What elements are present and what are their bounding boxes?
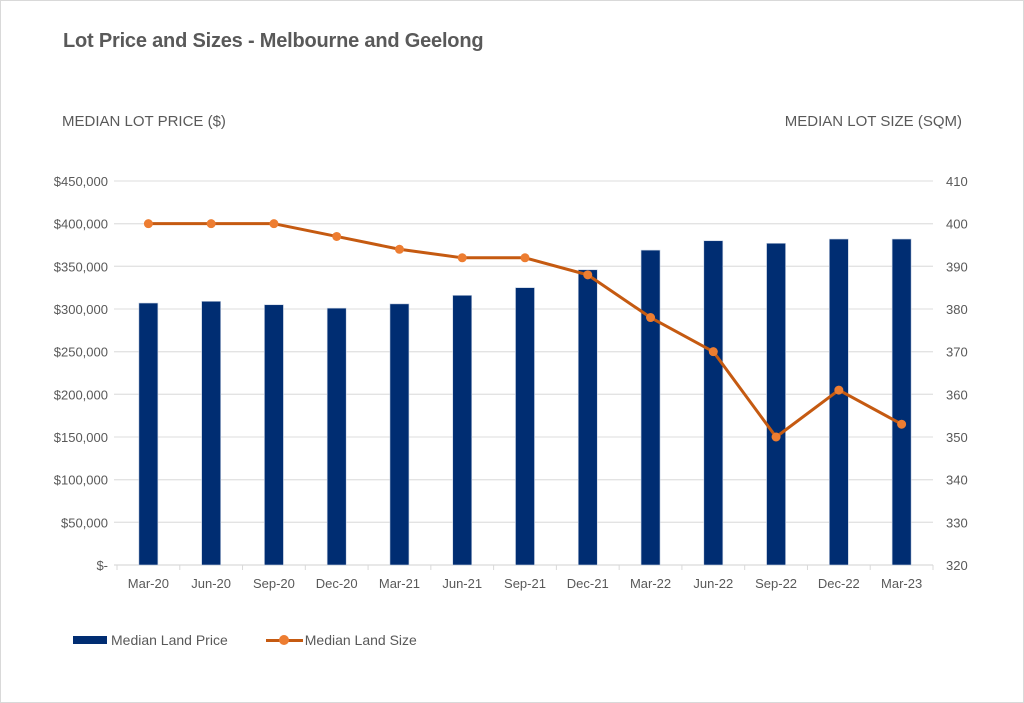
legend-line-swatch (265, 635, 303, 645)
x-tick-label: Jun-20 (191, 576, 231, 591)
line-point (583, 270, 593, 280)
x-tick-label: Mar-23 (881, 576, 922, 591)
bar (515, 287, 535, 566)
x-tick-label: Jun-22 (693, 576, 733, 591)
line-point (332, 231, 342, 241)
right-tick-label: 400 (946, 217, 968, 232)
line-point (708, 347, 718, 357)
right-tick-label: 370 (946, 345, 968, 360)
bar (829, 238, 849, 566)
right-tick-label: 380 (946, 302, 968, 317)
x-tick-label: Mar-21 (379, 576, 420, 591)
line-point (897, 419, 907, 429)
left-tick-label: $- (96, 558, 108, 573)
x-tick-label: Sep-22 (755, 576, 797, 591)
legend: Median Land Price Median Land Size (73, 632, 455, 648)
line-point (143, 219, 153, 229)
bar (389, 303, 410, 566)
right-tick-label: 320 (946, 558, 968, 573)
right-tick-label: 410 (946, 174, 968, 189)
line-point (646, 313, 656, 323)
bar (264, 304, 284, 566)
bar (452, 295, 473, 566)
chart-title: Lot Price and Sizes - Melbourne and Geel… (63, 30, 484, 52)
bar (766, 242, 786, 566)
x-tick-label: Sep-21 (504, 576, 546, 591)
left-tick-label: $300,000 (54, 302, 108, 317)
left-tick-label: $150,000 (54, 430, 108, 445)
left-tick-label: $350,000 (54, 259, 108, 274)
left-axis-title: MEDIAN LOT PRICE ($) (62, 113, 226, 130)
left-tick-label: $200,000 (54, 387, 108, 402)
x-tick-label: Dec-22 (818, 576, 860, 591)
bar (703, 240, 724, 566)
left-tick-label: $250,000 (54, 345, 108, 360)
x-tick-label: Dec-21 (567, 576, 609, 591)
bar (640, 249, 661, 566)
line-point (834, 385, 844, 395)
bar (891, 238, 912, 566)
x-tick-label: Mar-20 (128, 576, 169, 591)
legend-bar-swatch (73, 636, 107, 644)
legend-item-price: Median Land Price (73, 632, 228, 648)
x-tick-label: Mar-22 (630, 576, 671, 591)
left-tick-label: $450,000 (54, 174, 108, 189)
bar (201, 301, 221, 566)
bar (326, 307, 347, 566)
x-tick-label: Sep-20 (253, 576, 295, 591)
line-point (394, 244, 404, 254)
right-tick-label: 340 (946, 473, 968, 488)
right-axis-ticks: 320 330 340 350 360 370 380 390 400 410 (946, 174, 968, 573)
right-tick-label: 330 (946, 515, 968, 530)
bar-series (138, 238, 912, 566)
right-axis-title: MEDIAN LOT SIZE (SQM) (784, 113, 962, 130)
x-tick-label: Jun-21 (442, 576, 482, 591)
bar (138, 302, 159, 566)
line-point (269, 219, 279, 229)
x-axis-ticks: Mar-20 Jun-20 Sep-20 Dec-20 Mar-21 Jun-21 Sep-… (128, 576, 922, 591)
right-tick-label: 350 (946, 430, 968, 445)
line-point (771, 432, 781, 442)
line-series (143, 219, 907, 442)
right-tick-label: 360 (946, 387, 968, 402)
left-tick-label: $50,000 (61, 515, 108, 530)
bar (577, 269, 598, 566)
right-tick-label: 390 (946, 259, 968, 274)
line-point (520, 253, 530, 263)
left-tick-label: $400,000 (54, 217, 108, 232)
x-tick-label: Dec-20 (316, 576, 358, 591)
legend-label-price: Median Land Price (111, 632, 228, 648)
line-point (206, 219, 216, 229)
left-axis-ticks: $- $50,000 $100,000 $150,000 $200,000 $250,00… (54, 174, 108, 573)
legend-item-size: Median Land Size (265, 632, 417, 648)
legend-label-size: Median Land Size (304, 632, 417, 648)
line-point (457, 253, 467, 263)
left-tick-label: $100,000 (54, 473, 108, 488)
